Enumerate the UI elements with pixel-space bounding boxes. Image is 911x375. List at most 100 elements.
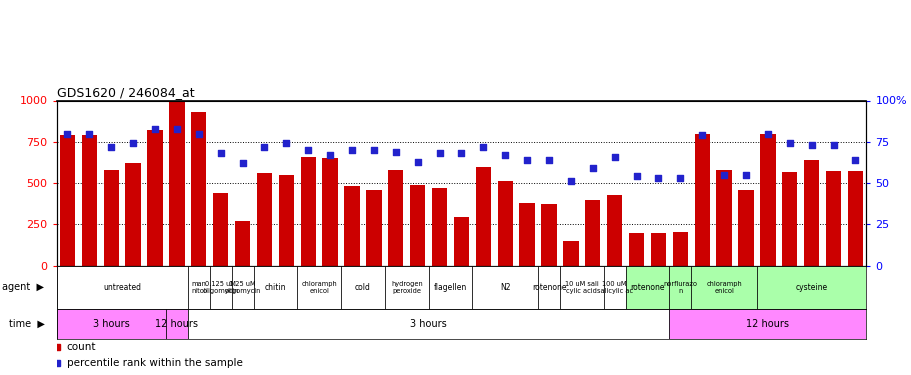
Text: norflurazo
n: norflurazo n (662, 280, 697, 294)
Point (432, 150, 446, 156)
Text: GDS1620 / 246084_at: GDS1620 / 246084_at (56, 86, 194, 99)
Bar (760, 134, 774, 266)
Bar (188, 266, 210, 309)
Bar (366, 190, 381, 266)
Bar (629, 232, 643, 266)
Text: 10 uM sali
cylic acid: 10 uM sali cylic acid (564, 280, 599, 294)
Bar (694, 134, 709, 266)
Bar (847, 171, 862, 266)
Point (126, 140, 140, 146)
Bar (344, 186, 359, 266)
Point (825, 142, 840, 148)
Text: 12 hours: 12 hours (155, 319, 199, 329)
Point (60, 130, 75, 136)
Text: 0.125 uM
oligomycin: 0.125 uM oligomycin (202, 280, 239, 294)
Bar (691, 266, 756, 309)
Point (301, 147, 315, 153)
Point (716, 172, 731, 178)
Point (585, 165, 599, 171)
Point (257, 144, 271, 150)
Point (672, 175, 687, 181)
Bar (782, 172, 796, 266)
Bar (384, 266, 428, 309)
Bar (428, 266, 472, 309)
Bar (210, 266, 231, 309)
Bar (253, 266, 297, 309)
Point (650, 175, 665, 181)
Bar (738, 190, 752, 266)
Text: chitin: chitin (264, 283, 286, 292)
Point (847, 157, 862, 163)
Bar (825, 171, 840, 266)
Bar (541, 204, 556, 266)
Bar (603, 266, 625, 309)
Bar (669, 309, 865, 339)
Text: 100 uM
salicylic ac: 100 uM salicylic ac (596, 280, 632, 294)
Point (629, 173, 643, 179)
Text: percentile rank within the sample: percentile rank within the sample (67, 358, 242, 368)
Bar (56, 309, 166, 339)
Bar (607, 195, 621, 266)
Point (344, 147, 359, 153)
Bar (257, 173, 271, 266)
Bar (148, 130, 162, 266)
Text: count: count (67, 342, 96, 352)
Bar (166, 309, 188, 339)
Text: chloramph
enicol: chloramph enicol (301, 280, 337, 294)
Bar (669, 266, 691, 309)
Text: 12 hours: 12 hours (745, 319, 789, 329)
Bar (322, 158, 337, 266)
Bar (585, 200, 599, 266)
Text: N2: N2 (499, 283, 510, 292)
Bar (60, 135, 75, 266)
Text: cysteine: cysteine (794, 283, 827, 292)
Bar (231, 266, 253, 309)
Point (607, 154, 621, 160)
Text: 1.25 uM
oligomycin: 1.25 uM oligomycin (224, 280, 261, 294)
Text: hydrogen
peroxide: hydrogen peroxide (391, 280, 422, 294)
Point (410, 159, 425, 165)
Bar (235, 221, 250, 266)
Text: 3 hours: 3 hours (93, 319, 129, 329)
Text: time  ▶: time ▶ (8, 319, 45, 329)
Bar (297, 266, 341, 309)
Bar (82, 135, 97, 266)
Point (738, 172, 752, 178)
Bar (56, 266, 188, 309)
Bar (650, 232, 665, 266)
Point (476, 144, 490, 150)
Point (760, 130, 774, 136)
Bar (126, 163, 140, 266)
Text: cold: cold (354, 283, 371, 292)
Bar (188, 309, 669, 339)
Bar (454, 217, 468, 266)
Point (169, 126, 184, 132)
Bar (756, 266, 865, 309)
Bar (301, 157, 315, 266)
Point (388, 148, 403, 154)
Bar (537, 266, 559, 309)
Bar (410, 184, 425, 266)
Bar (716, 170, 731, 266)
Point (213, 150, 228, 156)
Point (497, 152, 512, 158)
Point (541, 157, 556, 163)
Bar (341, 266, 384, 309)
Text: untreated: untreated (103, 283, 141, 292)
Point (519, 157, 534, 163)
Point (104, 144, 118, 150)
Text: chloramph
enicol: chloramph enicol (705, 280, 742, 294)
Text: flagellen: flagellen (434, 283, 466, 292)
Point (322, 152, 337, 158)
Bar (563, 241, 578, 266)
Point (454, 150, 468, 156)
Point (782, 140, 796, 146)
Point (191, 130, 206, 136)
Text: agent  ▶: agent ▶ (3, 282, 45, 292)
Point (366, 147, 381, 153)
Bar (625, 266, 669, 309)
Point (563, 178, 578, 184)
Point (804, 142, 818, 148)
Bar (559, 266, 603, 309)
Bar (432, 188, 446, 266)
